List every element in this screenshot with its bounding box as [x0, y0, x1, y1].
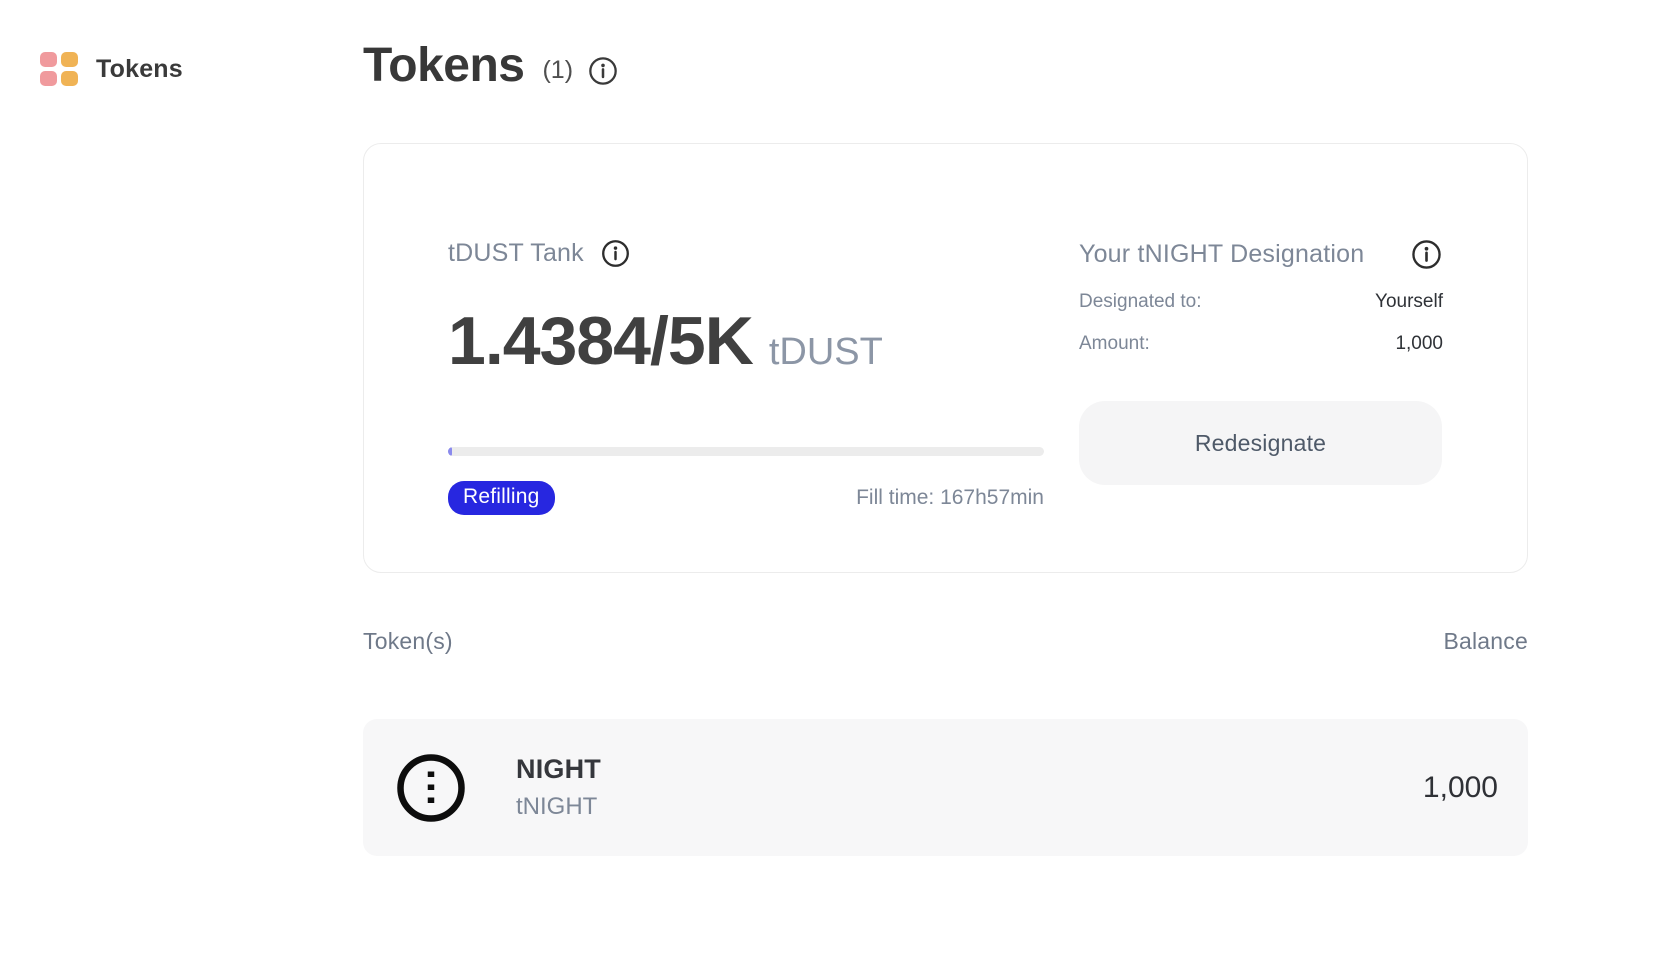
info-icon[interactable] [600, 238, 631, 269]
designated-to-label: Designated to: [1079, 291, 1202, 312]
status-badge: Refilling [448, 481, 555, 515]
balance-column-header: Balance [1443, 628, 1528, 654]
night-token-icon [394, 751, 468, 825]
amount-value: 1,000 [1395, 333, 1443, 354]
token-name: NIGHT [516, 754, 601, 784]
logo-dot [61, 52, 78, 67]
amount-row: Amount: 1,000 [1079, 333, 1443, 355]
tank-title: tDUST Tank [448, 239, 584, 267]
tank-section: tDUST Tank 1.4384/5K tDUST [448, 144, 1044, 572]
token-row-night[interactable]: NIGHT tNIGHT 1,000 [363, 719, 1528, 856]
tank-card: tDUST Tank 1.4384/5K tDUST [363, 143, 1528, 573]
app-brand[interactable]: Tokens [40, 52, 183, 86]
amount-label: Amount: [1079, 333, 1150, 354]
designation-section: Your tNIGHT Designation Designated to: Y… [1079, 144, 1443, 572]
page-title: Tokens [363, 39, 525, 92]
app-logo-icon [40, 52, 78, 86]
logo-dot [61, 71, 78, 86]
token-count: (1) [542, 56, 574, 84]
designated-to-value: Yourself [1375, 291, 1443, 312]
page-heading: Tokens (1) [363, 38, 619, 93]
token-symbol: tNIGHT [516, 793, 598, 820]
token-balance: 1,000 [1422, 770, 1498, 804]
tokens-column-header: Token(s) [363, 628, 453, 654]
redesignate-button[interactable]: Redesignate [1079, 401, 1442, 485]
info-icon[interactable] [587, 55, 619, 87]
designated-to-row: Designated to: Yourself [1079, 291, 1443, 313]
tank-value: 1.4384/5K [448, 303, 754, 379]
logo-dot [40, 52, 57, 67]
tank-unit: tDUST [768, 331, 883, 373]
info-icon[interactable] [1410, 238, 1443, 271]
tank-progress-fill [448, 447, 452, 456]
nav-item-tokens[interactable]: Tokens [96, 54, 183, 83]
token-list-header: Token(s) Balance [363, 628, 1528, 655]
designation-title: Your tNIGHT Designation [1079, 240, 1365, 268]
fill-time-label: Fill time: 167h57min [856, 486, 1044, 509]
logo-dot [40, 71, 57, 86]
tank-progress-bar [448, 447, 1044, 456]
